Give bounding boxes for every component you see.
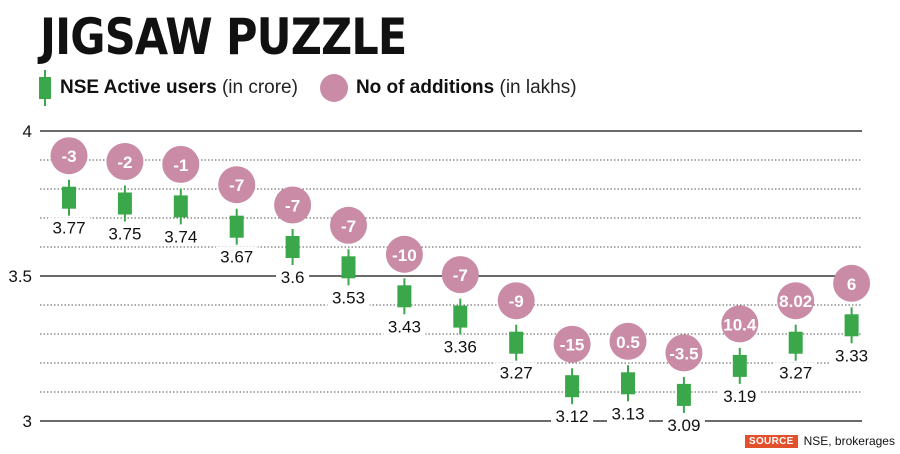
addition-bubble bbox=[553, 325, 591, 363]
active-users-label: 3.67 bbox=[220, 248, 253, 267]
candle-body bbox=[621, 372, 635, 395]
active-users-label: 3.53 bbox=[332, 288, 365, 307]
active-users-label: 3.13 bbox=[611, 404, 644, 423]
candle-body bbox=[229, 215, 244, 238]
addition-bubble bbox=[50, 137, 88, 175]
source-tag: SOURCE bbox=[745, 434, 798, 448]
addition-label: -3.5 bbox=[669, 344, 698, 363]
active-users-label: 3.77 bbox=[52, 219, 85, 238]
value-label-bg bbox=[551, 406, 594, 427]
candle-body bbox=[453, 305, 468, 328]
addition-label: -15 bbox=[560, 336, 585, 355]
active-users-label: 3.74 bbox=[164, 227, 197, 246]
active-users-label: 3.36 bbox=[444, 338, 477, 357]
value-label-bg bbox=[439, 336, 482, 357]
candle-body bbox=[285, 236, 300, 258]
addition-bubble bbox=[833, 264, 871, 302]
addition-label: -7 bbox=[453, 266, 468, 285]
addition-bubble bbox=[106, 143, 144, 180]
addition-label: 6 bbox=[847, 275, 856, 294]
addition-bubble bbox=[162, 145, 200, 183]
candle-body bbox=[844, 314, 859, 337]
addition-label: -3 bbox=[61, 147, 76, 166]
active-users-label: 3.43 bbox=[388, 317, 421, 336]
candle-body bbox=[732, 354, 747, 377]
value-label-bg bbox=[276, 267, 310, 287]
candle-icon bbox=[39, 70, 51, 106]
candle-body bbox=[117, 192, 132, 215]
chart-title: JIGSAW PUZZLE bbox=[40, 8, 407, 66]
addition-bubble bbox=[218, 166, 256, 204]
addition-bubble bbox=[665, 334, 703, 372]
value-label-bg bbox=[327, 287, 370, 308]
active-users-label: 3.27 bbox=[500, 364, 533, 383]
addition-bubble bbox=[274, 186, 312, 224]
value-label-bg bbox=[495, 362, 538, 383]
active-users-label: 3.27 bbox=[779, 364, 812, 383]
active-users-label: 3.75 bbox=[108, 225, 141, 244]
y-tick-label: 3.5 bbox=[8, 267, 32, 286]
y-tick-label: 3 bbox=[23, 412, 32, 431]
addition-label: -2 bbox=[117, 153, 132, 172]
addition-bubble bbox=[609, 322, 647, 360]
source-text: NSE, brokerages bbox=[803, 434, 895, 448]
value-label-bg bbox=[103, 223, 146, 244]
addition-label: 10.4 bbox=[723, 315, 757, 334]
legend-label-active-users: NSE Active users bbox=[60, 77, 217, 98]
candle-body bbox=[62, 186, 76, 209]
active-users-label: 3.09 bbox=[667, 416, 700, 435]
addition-bubble bbox=[330, 206, 367, 244]
candle-body bbox=[565, 375, 580, 398]
candle-body bbox=[341, 256, 356, 279]
value-label-bg bbox=[774, 362, 817, 383]
addition-label: -7 bbox=[341, 217, 356, 236]
value-label-bg bbox=[383, 316, 426, 337]
value-label-bg bbox=[215, 246, 258, 267]
active-users-label: 3.33 bbox=[835, 346, 868, 365]
value-label-bg bbox=[718, 385, 761, 406]
legend-label-additions: No of additions bbox=[355, 77, 495, 98]
addition-bubble bbox=[777, 282, 815, 320]
legend-unit-additions: (in lakhs) bbox=[499, 77, 577, 98]
addition-bubble bbox=[721, 305, 759, 343]
candle-body bbox=[676, 383, 691, 406]
legend-unit-active-users: (in crore) bbox=[221, 77, 298, 98]
addition-bubble bbox=[385, 235, 423, 273]
candle-body bbox=[173, 195, 188, 218]
value-label-bg bbox=[48, 217, 90, 238]
candle-body bbox=[509, 331, 524, 354]
addition-label: -7 bbox=[229, 176, 244, 195]
source-credit: SOURCE NSE, brokerages bbox=[745, 434, 895, 448]
active-users-label: 3.6 bbox=[281, 268, 305, 287]
value-label-bg bbox=[607, 403, 649, 424]
candle-body bbox=[397, 285, 412, 308]
value-label-bg bbox=[662, 414, 705, 435]
addition-label: 0.5 bbox=[616, 333, 640, 352]
value-label-bg bbox=[159, 226, 202, 247]
addition-label: -10 bbox=[392, 246, 417, 265]
addition-label: -9 bbox=[509, 292, 524, 311]
legend-item-additions: No of additions (in lakhs) bbox=[319, 74, 577, 102]
addition-bubble bbox=[441, 256, 479, 294]
addition-label: 8.02 bbox=[779, 292, 812, 311]
candle-body bbox=[788, 331, 803, 354]
value-label-bg bbox=[830, 345, 873, 366]
active-users-label: 3.19 bbox=[723, 387, 756, 406]
addition-bubble bbox=[497, 282, 535, 320]
circle-icon bbox=[319, 74, 348, 102]
legend: NSE Active users (in crore) No of additi… bbox=[38, 70, 599, 106]
addition-label: -1 bbox=[173, 156, 188, 175]
y-tick-label: 4 bbox=[23, 122, 32, 141]
legend-item-active-users: NSE Active users (in crore) bbox=[38, 70, 298, 106]
active-users-label: 3.12 bbox=[556, 407, 589, 426]
addition-label: -7 bbox=[285, 197, 300, 216]
